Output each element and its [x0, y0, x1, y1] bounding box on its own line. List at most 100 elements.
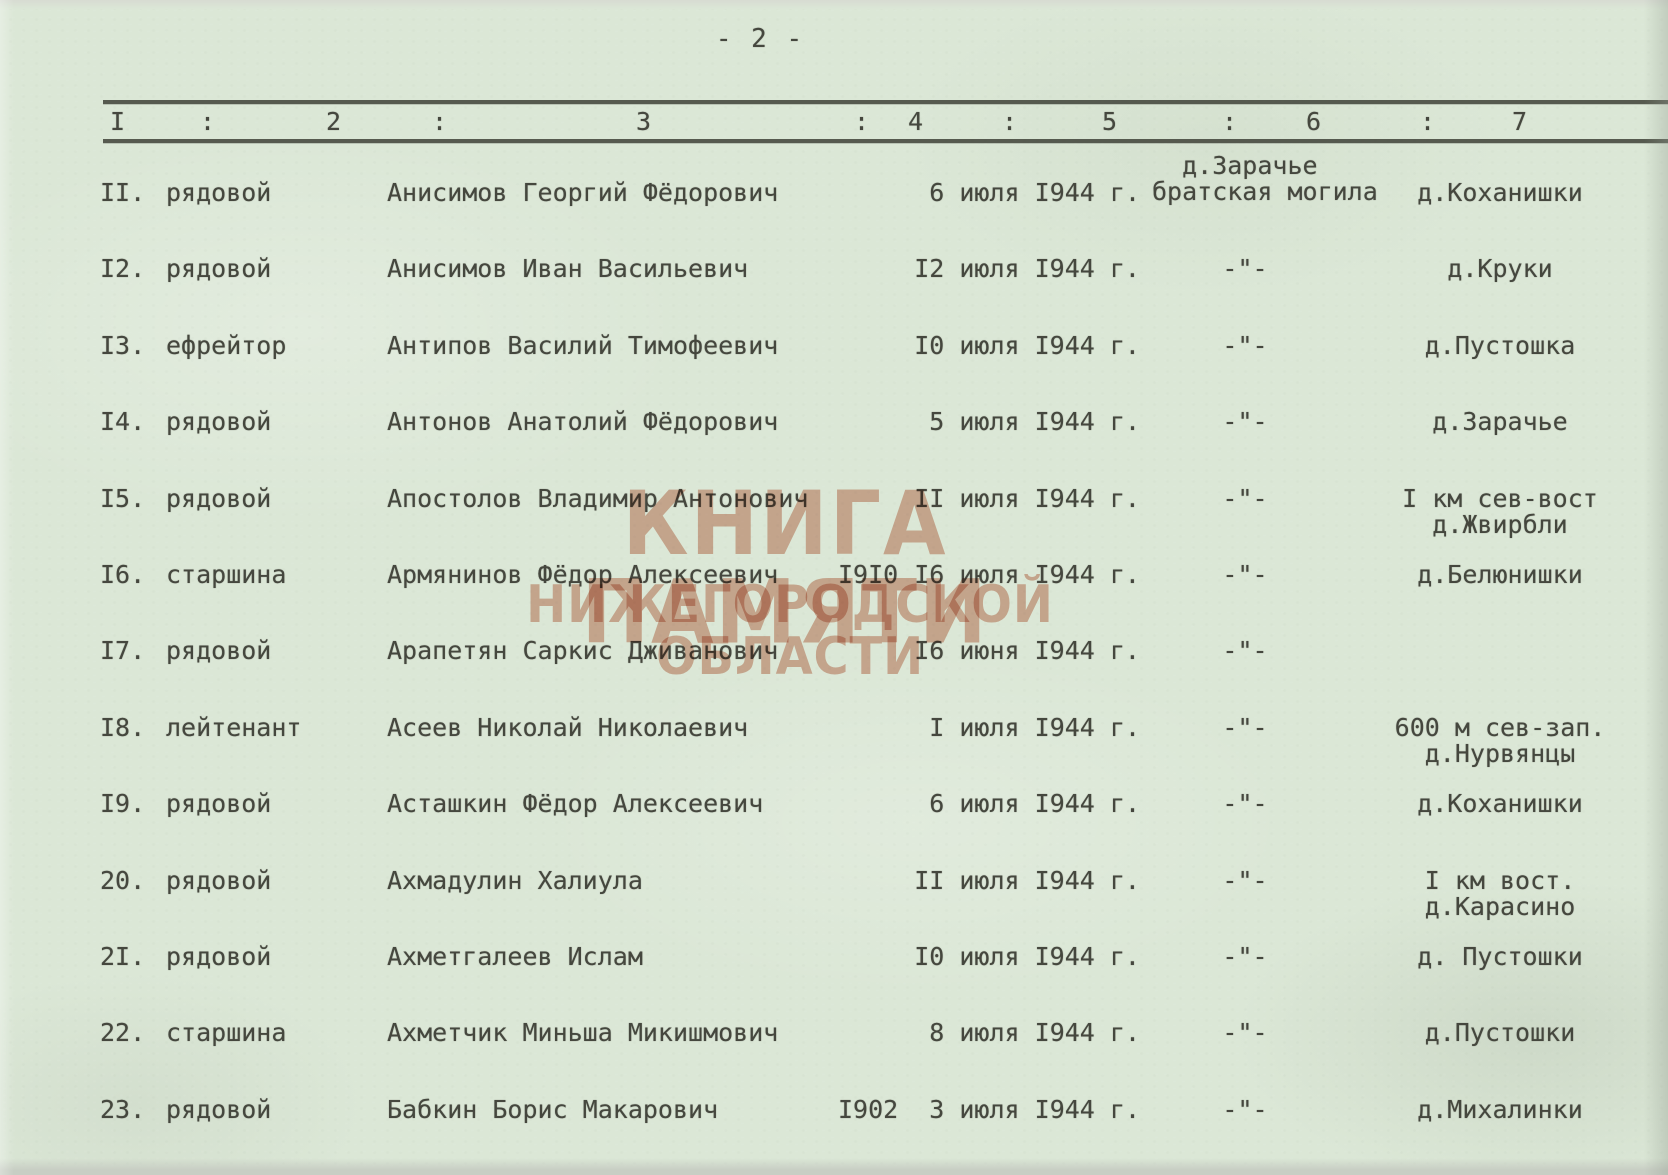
table-row: I3. ефрейтор Антипов Василий Тимофеевич …	[0, 330, 1668, 409]
death-date-cell: I0 июля I944 г.	[914, 330, 1140, 360]
grave-cell: -"-	[1222, 1018, 1268, 1048]
table-header-rule	[103, 139, 1668, 143]
burial-place-cell: I км сев-вост д.Жвирбли	[1402, 483, 1598, 539]
table-row: I8. лейтенант Асеев Николай Николаевич I…	[0, 712, 1668, 791]
table-row: 20. рядовой Ахмадулин Халиула II июля I9…	[0, 865, 1668, 944]
grave-cell: -"-	[1222, 330, 1268, 360]
row-number-cell: I5.	[100, 483, 146, 513]
name-cell: Анисимов Георгий Фёдорович	[387, 178, 779, 207]
table-row: I6. старшина Армянинов Фёдор Алексеевич …	[0, 562, 1668, 638]
grave-cell: -"-	[1222, 636, 1268, 666]
scan-edge-top	[0, 0, 1668, 9]
table-row: 22. старшина Ахметчик Миньша Микишмович …	[0, 1020, 1668, 1096]
burial-place-cell: д. Пустошки	[1417, 942, 1583, 971]
name-cell: Ахмадулин Халиула	[387, 865, 643, 895]
table-row: 23. рядовой Бабкин Борис Макарович I902 …	[0, 1094, 1668, 1173]
grave-cell: -"-	[1222, 712, 1268, 742]
table-body: II. рядовой Анисимов Георгий Фёдорович 6…	[0, 153, 1668, 1175]
header-col-4: 4	[908, 107, 924, 136]
death-date-cell: 3 июля I944 г.	[929, 1094, 1140, 1124]
row-number-cell: 20.	[100, 865, 146, 895]
name-cell: Антипов Василий Тимофеевич	[387, 330, 779, 360]
rank-cell: рядовой	[166, 789, 272, 819]
grave-cell: -"-	[1222, 942, 1268, 971]
burial-place-cell: I км вост. д.Карасино	[1424, 865, 1576, 921]
death-date-cell: II июля I944 г.	[914, 865, 1140, 895]
header-col-5: 5	[1102, 107, 1118, 136]
rank-cell: рядовой	[166, 636, 272, 666]
row-number-cell: 23.	[100, 1094, 146, 1124]
row-number-cell: I7.	[100, 636, 146, 666]
header-separator: :	[1420, 107, 1436, 136]
header-col-3: 3	[636, 107, 652, 136]
rank-cell: лейтенант	[166, 712, 302, 742]
row-number-cell: I9.	[100, 789, 146, 819]
row-number-cell: I3.	[100, 330, 146, 360]
name-cell: Апостолов Владимир Антонович	[387, 483, 809, 513]
table-row: I4. рядовой Антонов Анатолий Фёдорович 5…	[0, 409, 1668, 485]
page-number: - 2 -	[715, 24, 805, 54]
death-date-cell: 6 июля I944 г.	[929, 178, 1140, 207]
death-date-cell: 5 июля I944 г.	[929, 407, 1140, 437]
burial-place-cell: д.Круки	[1447, 254, 1553, 284]
grave-cell: -"-	[1222, 483, 1268, 513]
table-row: I2. рядовой Анисимов Иван Васильевич I2 …	[0, 256, 1668, 332]
burial-place-cell: 600 м сев-зап. д.Нурвянцы	[1394, 712, 1606, 768]
header-separator: :	[854, 107, 870, 136]
rank-cell: рядовой	[166, 865, 272, 895]
row-number-cell: 22.	[100, 1018, 146, 1048]
name-cell: Бабкин Борис Макарович	[387, 1094, 719, 1124]
header-col-1: I	[110, 107, 126, 136]
burial-place-cell: д.Пустошки	[1424, 1018, 1576, 1048]
burial-place-cell: д.Белюнишки	[1417, 560, 1583, 589]
name-cell: Анисимов Иван Васильевич	[387, 254, 749, 284]
grave-cell: -"-	[1222, 865, 1268, 895]
name-cell: Асеев Николай Николаевич	[387, 712, 749, 742]
header-col-7: 7	[1512, 107, 1528, 136]
rank-cell: рядовой	[166, 1094, 272, 1124]
death-date-cell: I июля I944 г.	[929, 712, 1140, 742]
row-number-cell: 2I.	[100, 942, 146, 971]
grave-cell: -"-	[1222, 560, 1268, 589]
death-date-cell: I6 июля I944 г.	[914, 560, 1140, 589]
table-top-rule	[103, 100, 1668, 104]
rank-cell: рядовой	[166, 407, 272, 437]
name-cell: Ахметгалеев Ислам	[387, 942, 643, 971]
grave-cell: -"-	[1222, 407, 1268, 437]
burial-place-cell: д.Коханишки	[1417, 789, 1583, 819]
burial-place-cell: д.Пустошка	[1424, 330, 1576, 360]
death-date-cell: I6 июня I944 г.	[914, 636, 1140, 666]
row-number-cell: I8.	[100, 712, 146, 742]
table-row: I9. рядовой Асташкин Фёдор Алексеевич 6 …	[0, 791, 1668, 867]
table-row: 2I. рядовой Ахметгалеев Ислам I0 июля I9…	[0, 944, 1668, 1020]
birth-year-cell: I902	[838, 1094, 899, 1124]
burial-place-cell: д.Коханишки	[1417, 178, 1583, 207]
header-col-6: 6	[1306, 107, 1322, 136]
header-col-2: 2	[326, 107, 342, 136]
name-cell: Антонов Анатолий Фёдорович	[387, 407, 779, 437]
row-number-cell: I2.	[100, 254, 146, 284]
rank-cell: рядовой	[166, 483, 272, 513]
burial-place-cell: д.Михалинки	[1417, 1094, 1583, 1124]
death-date-cell: I2 июля I944 г.	[914, 254, 1140, 284]
rank-cell: рядовой	[166, 942, 272, 971]
death-date-cell: I0 июля I944 г.	[914, 942, 1140, 971]
name-cell: Армянинов Фёдор Алексеевич	[387, 560, 779, 589]
rank-cell: старшина	[166, 560, 287, 589]
grave-cell: -"-	[1222, 789, 1268, 819]
death-date-cell: 8 июля I944 г.	[929, 1018, 1140, 1048]
grave-cell: -"-	[1222, 1094, 1268, 1124]
header-separator: :	[432, 107, 448, 136]
grave-cell: -"-	[1222, 254, 1268, 284]
rank-cell: старшина	[166, 1018, 287, 1048]
death-date-cell: II июля I944 г.	[914, 483, 1140, 513]
row-number-cell: II.	[100, 178, 146, 207]
death-date-cell: 6 июля I944 г.	[929, 789, 1140, 819]
rank-cell: ефрейтор	[166, 330, 287, 360]
table-row: I5. рядовой Апостолов Владимир Антонович…	[0, 483, 1668, 562]
header-separator: :	[1222, 107, 1238, 136]
row-number-cell: I4.	[100, 407, 146, 437]
table-row: I7. рядовой Арапетян Саркис Дживанович I…	[0, 638, 1668, 714]
grave-cell: д.Зарачье братская могила	[1152, 151, 1378, 206]
